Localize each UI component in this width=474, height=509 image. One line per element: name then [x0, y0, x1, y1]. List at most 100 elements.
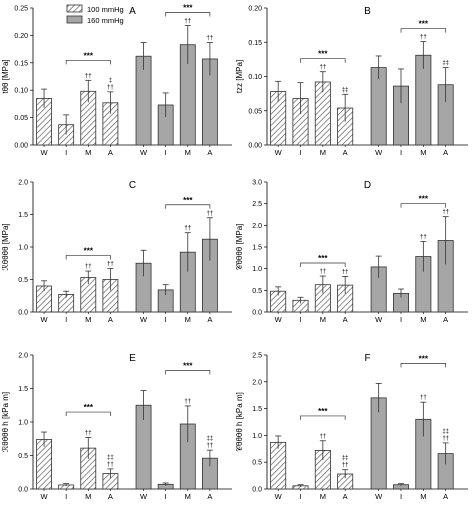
x-tick-label: A: [108, 148, 113, 157]
significance-mark: ††: [107, 261, 114, 267]
y-axis-label: tθθ [MPa]: [1, 59, 10, 93]
x-tick-label: A: [443, 148, 448, 157]
x-tick-label: W: [275, 148, 283, 157]
significance-mark: ††: [85, 430, 92, 436]
x-tick-label: I: [65, 148, 67, 157]
significance-mark: ††: [85, 73, 92, 79]
y-axis-label: ℛθθθθ [MPa]: [1, 223, 10, 270]
x-tick-label: M: [185, 315, 191, 324]
significance-mark: ‡‡: [342, 87, 349, 93]
legend-swatch-solid: [66, 15, 83, 24]
x-tick-label: I: [165, 148, 167, 157]
y-tick-label: 1.5: [252, 245, 262, 252]
significance-mark: ‡‡: [442, 61, 449, 67]
significance-bracket: [165, 370, 211, 375]
bracket-label: ***: [419, 20, 429, 29]
x-tick-label: M: [420, 492, 426, 501]
y-tick-label: 1.0: [18, 420, 28, 427]
y-tick-label: 3.0: [252, 180, 262, 187]
significance-mark: ††: [207, 211, 214, 217]
significance-mark: ‡‡: [107, 455, 114, 461]
x-tick-label: W: [275, 492, 283, 501]
x-tick-label: W: [140, 148, 148, 157]
y-tick-label: 0.00: [248, 143, 262, 150]
significance-bracket: [400, 203, 447, 208]
x-tick-label: A: [343, 148, 348, 157]
x-tick-label: M: [420, 148, 426, 157]
panel-letter: E: [129, 353, 136, 364]
significance-mark: ††: [319, 269, 326, 275]
y-tick-label: 0.15: [248, 40, 262, 47]
y-axis-label: tzz [MPa]: [235, 60, 244, 93]
x-tick-label: I: [299, 315, 301, 324]
significance-mark: ††: [442, 436, 449, 442]
y-tick-label: 1.0: [18, 245, 28, 252]
significance-mark: ††: [342, 269, 349, 275]
significance-bracket: [165, 12, 211, 17]
significance-bracket: [400, 363, 447, 368]
y-axis-label: 𝒞θθθθ h [kPa m]: [235, 392, 244, 452]
significance-mark: ††: [342, 463, 349, 469]
y-tick-label: 0.00: [14, 143, 28, 150]
x-tick-label: I: [299, 148, 301, 157]
x-tick-label: A: [443, 315, 448, 324]
x-tick-label: M: [85, 315, 91, 324]
significance-mark: ††: [107, 85, 114, 91]
x-tick-label: M: [85, 492, 91, 501]
panel-letter: B: [364, 6, 371, 17]
y-tick-label: 0.05: [14, 115, 28, 122]
x-tick-label: I: [400, 148, 402, 157]
x-tick-label: W: [375, 492, 383, 501]
legend-swatch-hatched: [66, 4, 83, 13]
significance-mark: ††: [207, 443, 214, 449]
bar-100-w: [270, 441, 287, 490]
x-tick-label: W: [375, 315, 383, 324]
y-tick-label: 0.5: [252, 460, 262, 467]
significance-bracket: [65, 255, 111, 260]
x-tick-label: A: [343, 492, 348, 501]
y-tick-label: 0.0: [252, 310, 262, 317]
x-tick-label: I: [400, 315, 402, 324]
bar-100-w: [36, 439, 52, 490]
x-tick-label: M: [85, 148, 91, 157]
x-tick-label: I: [165, 315, 167, 324]
x-tick-label: A: [207, 148, 212, 157]
y-tick-label: 2.0: [252, 379, 262, 386]
y-tick-label: 1.5: [18, 212, 28, 219]
x-tick-label: A: [108, 492, 113, 501]
y-tick-label: 0.0: [18, 310, 28, 317]
y-tick-label: 0.15: [14, 60, 28, 67]
panel-letter: A: [129, 6, 136, 17]
y-tick-label: 0.05: [248, 108, 262, 115]
bracket-label: ***: [84, 246, 94, 255]
panel-letter: F: [364, 353, 370, 364]
significance-mark: ††: [319, 434, 326, 440]
y-tick-label: 2.5: [252, 353, 262, 360]
significance-mark: ††: [184, 226, 191, 232]
significance-bracket: [400, 28, 447, 33]
x-tick-label: W: [275, 315, 283, 324]
y-tick-label: 1.5: [252, 406, 262, 413]
y-tick-label: 2.0: [18, 353, 28, 360]
x-tick-label: W: [140, 492, 148, 501]
legend-label-160: 160 mmHg: [87, 16, 124, 25]
y-tick-label: 0.0: [18, 487, 28, 494]
significance-mark: ††: [184, 399, 191, 405]
chart-panel-d: 0.0 0.5 1.0 1.5 2.0 2.5 3.0 𝒞θθθθ [MPa] D W I M †† A †…: [235, 180, 468, 324]
significance-mark: ††: [420, 35, 427, 41]
significance-mark: ††: [107, 462, 114, 468]
x-tick-label: M: [320, 148, 326, 157]
significance-mark: ††: [207, 36, 214, 42]
x-tick-label: A: [443, 492, 448, 501]
significance-mark: ‡‡: [207, 436, 214, 442]
bracket-label: ***: [183, 362, 193, 371]
x-tick-label: A: [207, 315, 212, 324]
chart-panel-b: 0.00 0.05 0.10 0.15 0.20 tzz [MPa] B W I M †† A ‡‡ W I…: [235, 6, 468, 157]
significance-mark: ††: [420, 395, 427, 401]
chart-panel-c: 0.0 0.5 1.0 1.5 2.0 ℛθθθθ [MPa] C W I M †† A †† W I M ††…: [1, 180, 232, 324]
y-tick-label: 0.5: [252, 288, 262, 295]
x-tick-label: I: [65, 315, 67, 324]
x-tick-label: M: [420, 315, 426, 324]
